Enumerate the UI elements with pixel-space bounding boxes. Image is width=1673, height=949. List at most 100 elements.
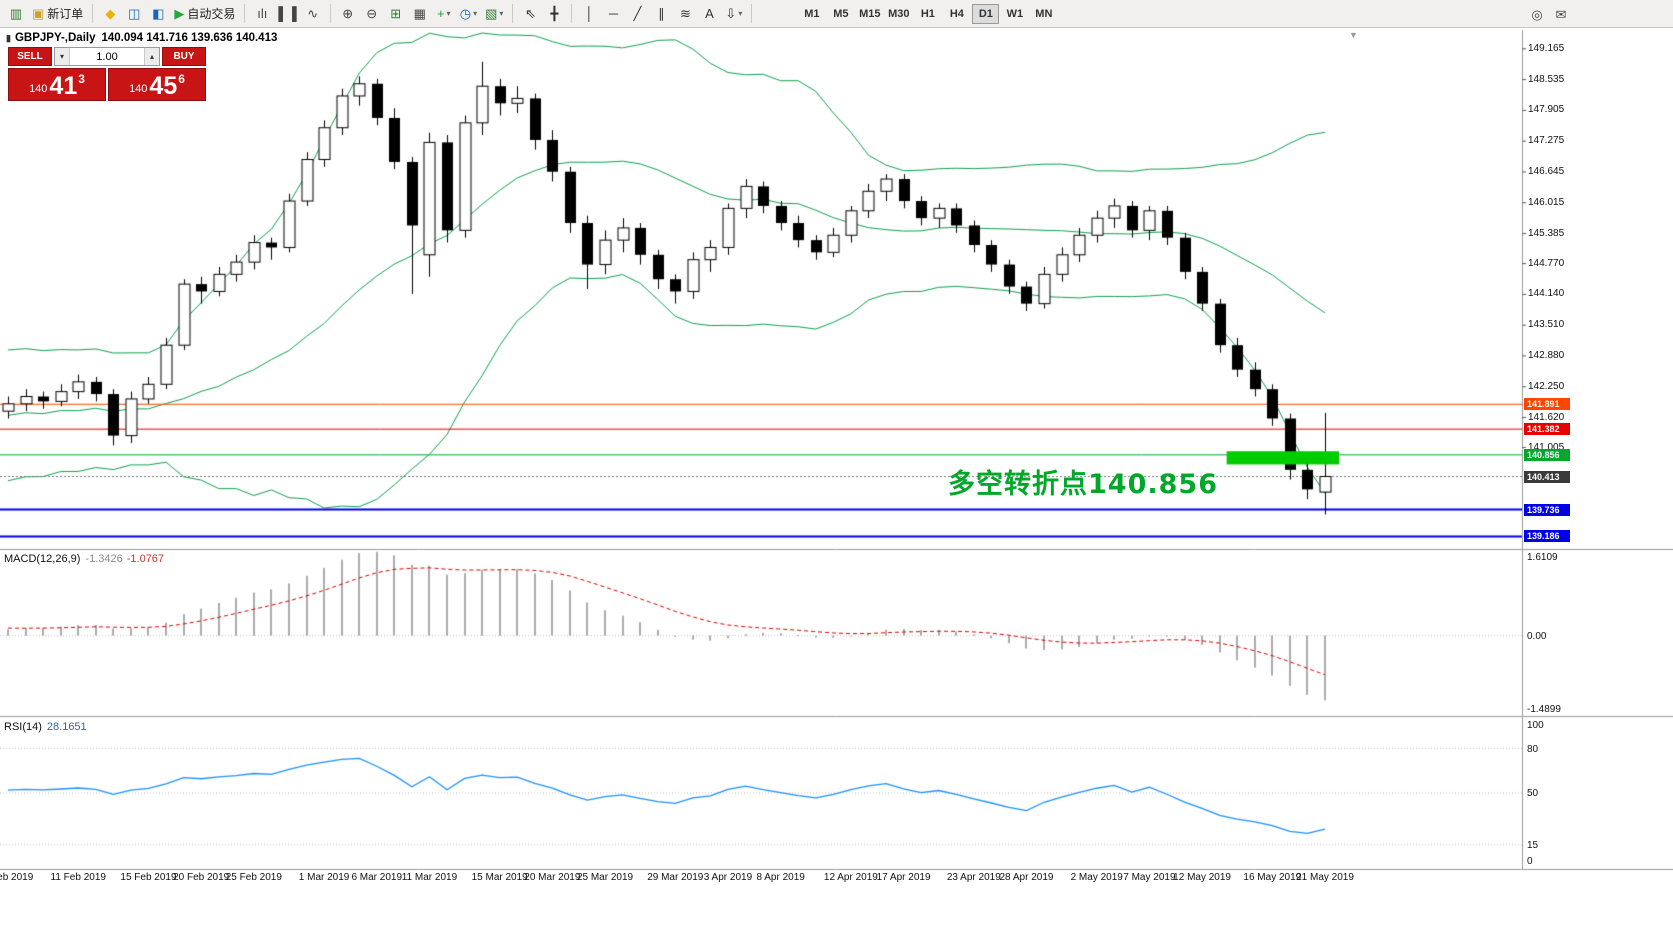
channel-button[interactable]: ∥ (650, 3, 672, 25)
date-label: 11 Feb 2019 (50, 872, 106, 883)
rsi-name: RSI(14) (4, 721, 42, 733)
new-order-button[interactable]: ▣ 新订单 (29, 3, 86, 25)
auto-trading-button[interactable]: ▶ 自动交易 (171, 3, 238, 25)
rsi-value: 28.1651 (46, 721, 87, 733)
hline-price-badge-red[interactable]: 141.382 (1524, 423, 1570, 436)
rsi-label: RSI(14) 28.1651 (4, 721, 87, 733)
price-tick: 145.385 (1528, 227, 1565, 239)
vertical-line-icon: │ (585, 6, 594, 21)
timeframe-w1-button[interactable]: W1 (1006, 7, 1024, 20)
date-label: 16 May 2019 (1243, 872, 1302, 883)
toolbar-right-buttons: ◎ ✉ (1525, 3, 1573, 25)
bar-chart-button[interactable]: ılı (251, 3, 273, 25)
text-button[interactable]: A (698, 3, 720, 25)
text-icon: A (705, 6, 714, 21)
horizontal-line-button[interactable]: ─ (602, 3, 624, 25)
date-label: 20 Mar 2019 (524, 872, 581, 883)
timeframe-toolbar: M1 M5 M15 M30 H1 H4 D1 W1 MN (797, 3, 1058, 24)
chevron-down-icon: ▾ (446, 9, 451, 18)
fibonacci-button[interactable]: ≋ (674, 3, 696, 25)
toolbar-separator (571, 4, 573, 23)
chevron-down-icon: ▾ (499, 9, 504, 18)
price-tick: 149.165 (1528, 42, 1565, 54)
sell-button[interactable]: SELL (8, 47, 52, 66)
zoom-out-button[interactable]: ⊖ (361, 3, 383, 25)
date-label: 3 Apr 2019 (703, 872, 753, 883)
price-tick: 141.005 (1528, 441, 1565, 453)
timeframe-h4-button[interactable]: H4 (949, 7, 964, 20)
volume-decrease-button[interactable]: ▾ (55, 48, 70, 65)
trendline-button[interactable]: ╱ (626, 3, 648, 25)
tile-windows-icon: ⊞ (390, 6, 402, 21)
timeframe-m1-button[interactable]: M1 (804, 7, 820, 20)
mail-button[interactable]: ✉ (1550, 3, 1572, 25)
macd-name: MACD(12,26,9) (4, 553, 81, 565)
price-tick: 147.275 (1528, 135, 1565, 147)
buy-price-panel[interactable]: 140 45 6 (108, 68, 206, 101)
price-tick: 144.140 (1528, 288, 1565, 300)
indicators-button[interactable]: + ▾ (433, 3, 455, 25)
cursor-button[interactable]: ⇖ (519, 3, 541, 25)
sell-price-pips: 41 (49, 72, 78, 100)
crosshair-button[interactable]: ╋ (543, 3, 565, 25)
hline-price-badge-orange[interactable]: 141.891 (1524, 398, 1570, 411)
market-watch-button[interactable]: ◫ (123, 3, 145, 25)
periods-button[interactable]: ◷ ▾ (457, 3, 480, 25)
terminal-button[interactable]: ◧ (147, 3, 169, 25)
buy-price-big-figure: 140 (129, 83, 148, 95)
arrow-objects-icon: ⇩ (725, 6, 737, 21)
timeframe-m15-button[interactable]: M15 (859, 7, 881, 20)
sell-price-panel[interactable]: 140 41 3 (8, 68, 106, 101)
timeframe-m5-button[interactable]: M5 (833, 7, 849, 20)
market-watch-icon: ◫ (128, 6, 141, 21)
auto-arrange-button[interactable]: ▦ (409, 3, 431, 25)
toolbar-separator (329, 4, 331, 23)
one-click-price-row: 140 41 3 140 45 6 (8, 68, 206, 101)
timeframe-d1-button[interactable]: D1 (972, 3, 1000, 24)
search-icon: ◎ (1531, 6, 1543, 22)
liteforex-button[interactable]: ◆ (99, 3, 121, 25)
price-tick: 142.880 (1528, 349, 1565, 361)
date-label: 17 Apr 2019 (876, 872, 931, 883)
zoom-in-icon: ⊕ (342, 6, 354, 21)
hline-price-badge-blue-upper[interactable]: 139.736 (1524, 503, 1570, 516)
play-icon: ▶ (174, 6, 185, 21)
templates-button[interactable]: ▧ ▾ (482, 3, 506, 25)
search-button[interactable]: ◎ (1526, 3, 1548, 25)
new-chart-button[interactable]: ▥ (5, 3, 27, 25)
auto-trading-button-label: 自动交易 (187, 7, 236, 21)
timeframe-h1-button[interactable]: H1 (920, 7, 935, 20)
volume-increase-button[interactable]: ▴ (144, 48, 159, 65)
crosshair-icon: ╋ (550, 6, 559, 21)
chevron-down-icon: ▾ (738, 9, 743, 18)
template-icon: ▧ (485, 6, 498, 21)
current-price-badge: 140.413 (1524, 470, 1570, 483)
candlestick-chart-button[interactable]: ▌▐ (275, 3, 299, 25)
date-label: 2 May 2019 (1070, 872, 1123, 883)
arrows-button[interactable]: ⇩ ▾ (722, 3, 745, 25)
date-label: 15 Feb 2019 (120, 872, 177, 883)
buy-button[interactable]: BUY (162, 47, 206, 66)
ohlc-values: 140.094 141.716 139.636 140.413 (101, 32, 278, 44)
price-tick: 141.620 (1528, 411, 1565, 423)
date-label: 6 Mar 2019 (351, 872, 403, 883)
macd-scale-zero: 0.00 (1527, 630, 1547, 642)
macd-scale-top: 1.6109 (1527, 552, 1558, 563)
chevron-down-icon: ▾ (473, 9, 478, 18)
price-tick: 146.645 (1528, 165, 1565, 177)
toolbar-separator (244, 4, 246, 23)
hline-price-badge-blue-lower[interactable]: 139.186 (1524, 530, 1570, 543)
vertical-line-button[interactable]: │ (578, 3, 600, 25)
line-chart-button[interactable]: ∿ (302, 3, 324, 25)
fibonacci-icon: ≋ (679, 6, 691, 21)
date-label: 1 Mar 2019 (298, 872, 350, 883)
timeframe-m30-button[interactable]: M30 (888, 7, 910, 20)
volume-input[interactable]: 1.00 (96, 50, 118, 63)
zoom-in-button[interactable]: ⊕ (337, 3, 359, 25)
timeframe-mn-button[interactable]: MN (1035, 7, 1053, 20)
line-chart-icon: ∿ (307, 6, 319, 21)
tile-windows-button[interactable]: ⊞ (385, 3, 407, 25)
rsi-scale-label: 0 (1527, 856, 1533, 867)
hline-price-badge-green[interactable]: 140.856 (1524, 448, 1570, 461)
